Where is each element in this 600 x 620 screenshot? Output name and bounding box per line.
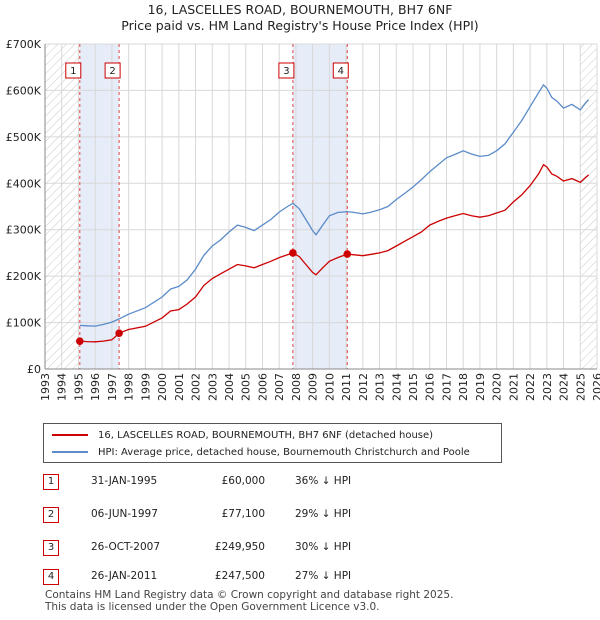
x-tick-label: 1997 [106, 373, 119, 401]
transaction-price: £249,950 [214, 541, 265, 553]
transaction-date: 26-OCT-2007 [91, 541, 160, 553]
shaded-period [292, 44, 348, 369]
price-chart: 1 2 3 4 £0 £100K £200K £300K £400K £500K £600K £70… [6, 38, 600, 401]
transaction-hpi-diff: 36% ↓ HPI [295, 475, 352, 487]
transaction-date: 31-JAN-1995 [91, 475, 158, 487]
x-tick-label: 2014 [390, 373, 403, 401]
transaction-number-badge: 1 [43, 474, 59, 490]
sale-point [75, 337, 84, 345]
x-tick-label: 2024 [558, 373, 571, 401]
transaction-hpi-diff: 29% ↓ HPI [295, 508, 352, 520]
legend-hpi-swatch [52, 451, 88, 453]
footer-licence: This data is licensed under the Open Gov… [45, 601, 380, 613]
y-tick-label: £500K [6, 131, 42, 144]
transaction-date: 06-JUN-1997 [91, 508, 158, 520]
transaction-hpi-diff: 30% ↓ HPI [295, 541, 352, 553]
x-tick-label: 2006 [256, 373, 269, 401]
x-tick-label: 1994 [56, 373, 69, 401]
legend-item-price: 16, LASCELLES ROAD, BOURNEMOUTH, BH7 6NF… [44, 427, 433, 443]
sale-point [289, 249, 297, 257]
sale-number-label: 4 [338, 66, 344, 77]
legend-price-label: 16, LASCELLES ROAD, BOURNEMOUTH, BH7 6NF… [98, 429, 434, 441]
x-tick-label: 2002 [190, 373, 203, 401]
transaction-price: £247,500 [214, 570, 265, 582]
x-tick-label: 2020 [491, 373, 504, 401]
y-tick-label: £700K [6, 38, 42, 51]
x-tick-label: 2004 [223, 373, 236, 401]
x-tick-label: 2016 [424, 373, 437, 401]
x-tick-label: 2000 [156, 373, 169, 401]
chart-legend: 16, LASCELLES ROAD, BOURNEMOUTH, BH7 6NF… [43, 423, 502, 463]
table-row: 4 26-JAN-2011 £247,500 27% ↓ HPI [43, 569, 583, 585]
transaction-price: £60,000 [221, 475, 265, 487]
chart-subtitle: Price paid vs. HM Land Registry's House … [121, 18, 479, 33]
x-tick-label: 2018 [457, 373, 470, 401]
y-tick-label: £0 [27, 363, 41, 376]
transaction-date: 26-JAN-2011 [91, 570, 158, 582]
x-tick-label: 2017 [440, 373, 453, 401]
sale-number-label: 2 [109, 66, 115, 77]
transaction-number-badge: 3 [43, 540, 59, 556]
table-row: 1 31-JAN-1995 £60,000 36% ↓ HPI [43, 474, 583, 490]
hatched-region-end [580, 44, 597, 369]
x-tick-label: 2015 [407, 373, 420, 401]
x-tick-label: 1995 [72, 373, 85, 401]
x-tick-label: 1993 [39, 373, 52, 401]
x-tick-label: 2019 [474, 373, 487, 401]
legend-item-hpi: HPI: Average price, detached house, Bour… [44, 444, 470, 460]
x-tick-label: 2012 [357, 373, 370, 401]
table-row: 2 06-JUN-1997 £77,100 29% ↓ HPI [43, 507, 583, 523]
y-tick-label: £100K [6, 317, 42, 330]
x-tick-label: 2026 [591, 373, 600, 401]
x-tick-label: 2005 [240, 373, 253, 401]
transaction-number-badge: 4 [43, 569, 59, 585]
shaded-period [79, 44, 120, 369]
x-tick-label: 2010 [323, 373, 336, 401]
x-tick-label: 2009 [307, 373, 320, 401]
footer-copyright: Contains HM Land Registry data © Crown c… [45, 589, 454, 601]
x-tick-label: 2003 [206, 373, 219, 401]
sale-point [115, 329, 123, 338]
legend-price-swatch [52, 434, 88, 436]
hpi-line [79, 83, 590, 327]
sale-number-label: 3 [283, 66, 289, 77]
x-tick-label: 2001 [173, 373, 186, 401]
y-tick-label: £300K [6, 224, 42, 237]
y-tick-label: £400K [6, 177, 42, 190]
legend-hpi-label: HPI: Average price, detached house, Bour… [98, 446, 470, 458]
sale-number-box [65, 62, 82, 79]
x-tick-label: 2025 [574, 373, 587, 401]
x-tick-label: 2008 [290, 373, 303, 401]
sale-number-box [104, 62, 121, 79]
x-tick-label: 2013 [374, 373, 387, 401]
table-row: 3 26-OCT-2007 £249,950 30% ↓ HPI [43, 540, 583, 556]
transaction-number-badge: 2 [43, 507, 59, 523]
transaction-hpi-diff: 27% ↓ HPI [295, 570, 352, 582]
sale-point [343, 250, 352, 258]
x-tick-label: 1996 [89, 373, 102, 401]
sale-number-label: 1 [70, 66, 76, 77]
sale-number-box [332, 62, 349, 79]
y-tick-label: £600K [6, 84, 42, 97]
chart-title: 16, LASCELLES ROAD, BOURNEMOUTH, BH7 6NF [147, 2, 453, 17]
x-tick-label: 2007 [273, 373, 286, 401]
transaction-price: £77,100 [221, 508, 265, 520]
x-tick-label: 2022 [524, 373, 537, 401]
x-tick-label: 1998 [123, 373, 136, 401]
x-tick-label: 1999 [139, 373, 152, 401]
x-tick-label: 2011 [340, 373, 353, 401]
x-tick-label: 2021 [507, 373, 520, 401]
y-tick-label: £200K [6, 270, 42, 283]
x-tick-label: 2023 [541, 373, 554, 401]
sale-number-box [278, 62, 295, 79]
